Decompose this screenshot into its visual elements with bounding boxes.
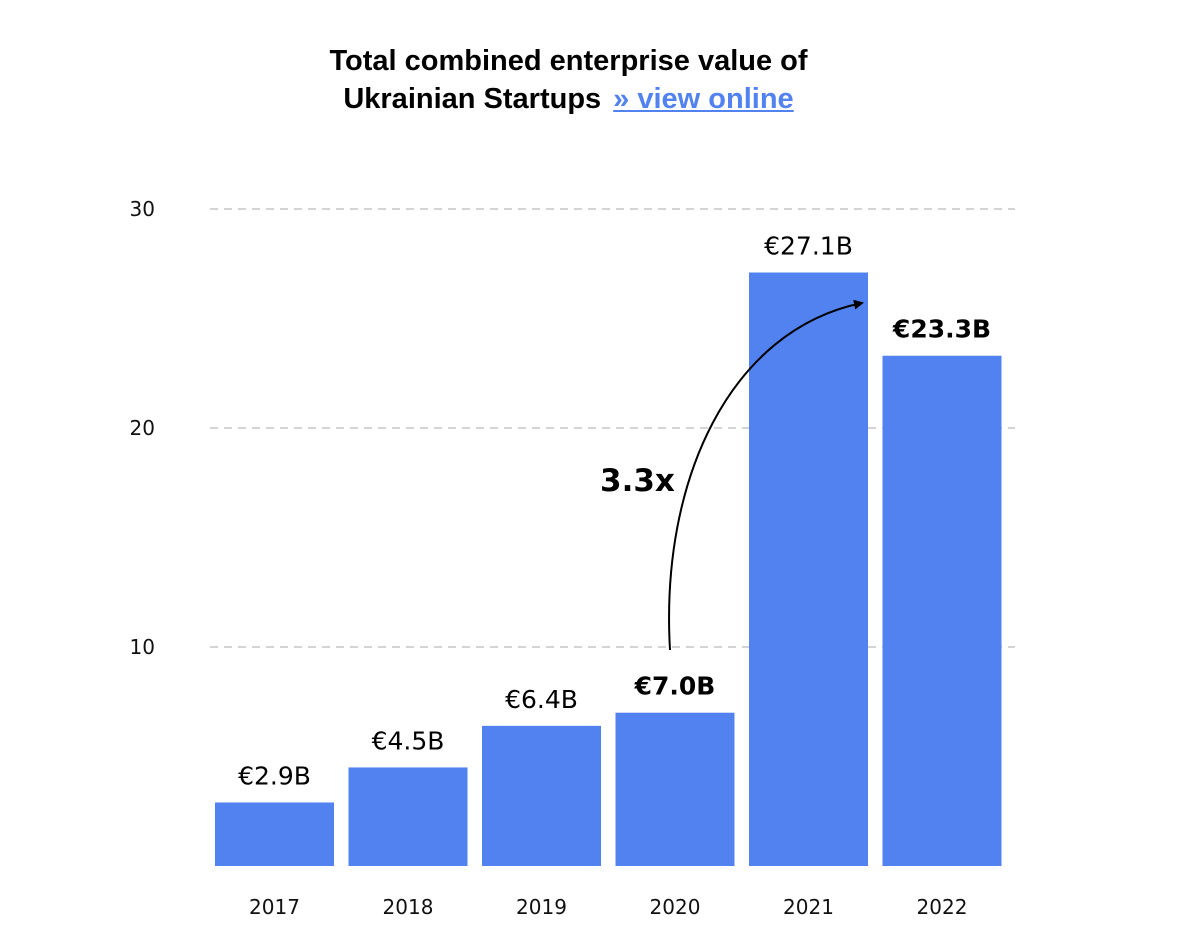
y-tick-label: 30 [130,197,155,221]
chart-title-line-1: Total combined enterprise value of [329,45,808,77]
value-label-2017: €2.9B [238,761,311,790]
value-label-2021: €27.1B [764,232,853,261]
view-online-link[interactable]: » view online [613,83,794,115]
y-tick-label: 20 [130,416,155,440]
x-tick-label-2019: 2019 [516,895,567,919]
chart-title-line-2-text: Ukrainian Startups [343,83,602,115]
bar-2017 [215,802,334,866]
bar-2021 [749,272,868,866]
chart-title: Total combined enterprise value of Ukrai… [0,42,1137,118]
growth-annotation: 3.3x [600,463,675,499]
bar-2022 [882,355,1002,866]
bar-2020 [615,712,735,866]
y-tick-label: 10 [130,635,155,659]
x-tick-label-2022: 2022 [917,895,968,919]
value-label-2022: €23.3B [892,315,991,344]
x-tick-label-2018: 2018 [383,895,434,919]
x-tick-label-2017: 2017 [249,895,300,919]
value-label-2018: €4.5B [372,726,445,755]
growth-arrow [668,299,864,651]
x-tick-label-2020: 2020 [650,895,701,919]
bar-2018 [348,767,468,866]
value-label-2019: €6.4B [505,685,578,714]
bar-2019 [482,725,601,866]
x-tick-label-2021: 2021 [783,895,834,919]
chart-title-line-2: Ukrainian Startups » view online [0,80,1137,118]
value-label-2020: €7.0B [634,672,716,701]
